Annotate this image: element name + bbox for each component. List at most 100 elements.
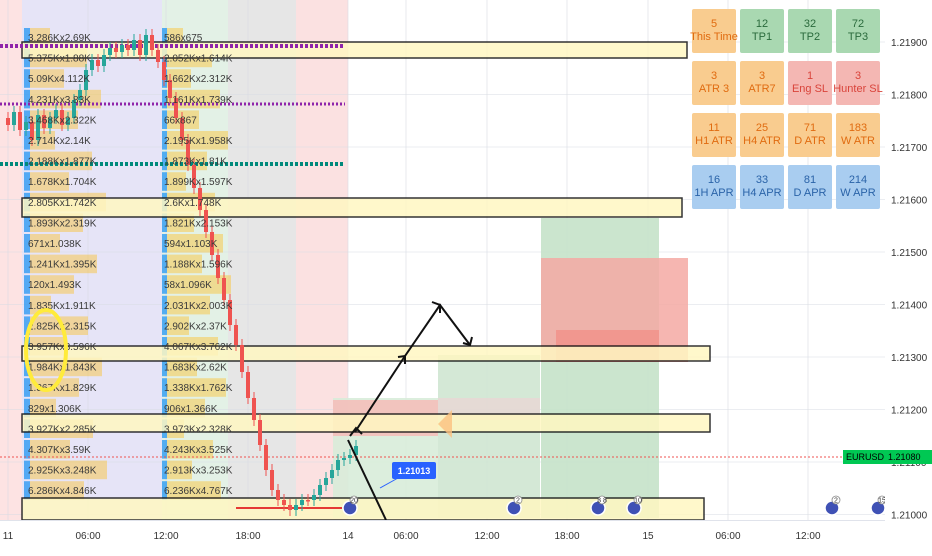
- volume-label-left: 6.286Kx4.846K: [28, 486, 97, 497]
- volume-bar-sell: [167, 295, 210, 315]
- candle: [174, 92, 178, 124]
- stats-cell-label: H4 APR: [742, 187, 782, 199]
- stats-cell: 214 W APR: [836, 165, 880, 209]
- volume-bar-buy: [24, 110, 30, 129]
- candle: [240, 339, 244, 378]
- candle: [342, 452, 346, 466]
- volume-label-mid: 906x1.366K: [164, 404, 218, 415]
- volume-label-left: 1.241Kx1.395K: [28, 260, 97, 271]
- volume-bar-sell: [30, 172, 69, 191]
- time-tick-label: 18:00: [554, 531, 579, 542]
- trade-boxes: [333, 218, 688, 518]
- candle: [180, 112, 184, 146]
- candle: [204, 204, 208, 238]
- volume-label-mid: 1.683Kx2.62K: [164, 363, 227, 374]
- price-marker[interactable]: 1.21013: [379, 462, 436, 489]
- volume-bar-buy: [24, 275, 30, 294]
- symbol-label: EURUSD: [846, 452, 885, 462]
- volume-bar-sell: [30, 275, 74, 294]
- stats-cell-label: ATR7: [748, 83, 776, 95]
- volume-label-mid: 2.6Kx1.748K: [164, 198, 222, 209]
- price-tick-label: 1.21400: [891, 301, 928, 312]
- volume-bar-sell: [167, 172, 186, 191]
- volume-bar-buy: [24, 151, 30, 171]
- volume-bar-buy: [24, 460, 30, 480]
- stats-cell: 72 TP3: [836, 9, 880, 53]
- volume-bar-buy: [162, 295, 167, 315]
- volume-bar-sell: [30, 89, 101, 109]
- volume-bar-buy: [162, 110, 167, 129]
- volume-label-mid: 586x675: [164, 33, 203, 44]
- stats-cell-value: 183: [848, 122, 868, 134]
- volume-bar-buy: [162, 131, 167, 150]
- stats-cell-label: D APR: [793, 187, 827, 199]
- stats-cell: 71 D ATR: [788, 113, 832, 157]
- last-price-label: 1.21080: [888, 452, 921, 462]
- volume-bar-sell: [30, 316, 88, 335]
- volume-label-mid: 1.662Kx2.312K: [164, 74, 233, 85]
- volume-bar-buy: [162, 213, 167, 232]
- volume-bar-buy: [24, 295, 30, 315]
- candle: [336, 454, 340, 476]
- stats-cell: 5 This Time: [690, 9, 738, 53]
- volume-bar-sell: [30, 440, 70, 459]
- event-badge-count: 3 8: [597, 498, 607, 505]
- volume-bar-buy: [162, 460, 167, 480]
- stats-cell-label: 1H APR: [694, 187, 734, 199]
- candle: [234, 319, 238, 351]
- volume-label-mid: 1.161Kx1.739K: [164, 95, 233, 106]
- volume-bar-buy: [162, 440, 167, 459]
- volume-label-left: 4.307Kx3.59K: [28, 445, 91, 456]
- event-badge: 20: [342, 495, 359, 516]
- volume-label-mid: 4.067Kx3.762K: [164, 342, 233, 353]
- candle: [192, 159, 196, 194]
- volume-bar-buy: [162, 316, 167, 335]
- entry-marker: [438, 410, 452, 438]
- stats-table: 5 This Time 12 TP1 32 TP2 72 TP3 3 ATR 3 3 ATR7 1 Eng…: [690, 9, 883, 213]
- volume-label-mid: 594x1.103K: [164, 239, 218, 250]
- last-price-tag: 1.21080: [885, 450, 932, 464]
- stats-cell: 25 H4 ATR: [740, 113, 784, 157]
- volume-bar-sell: [30, 460, 107, 480]
- volume-label-left: 829x1.306K: [28, 404, 82, 415]
- candle: [114, 42, 118, 58]
- stats-cell-label: TP3: [847, 31, 869, 43]
- time-tick-label: 15: [642, 531, 654, 542]
- candle: [300, 494, 304, 511]
- candle: [306, 494, 310, 506]
- candle: [36, 109, 40, 146]
- stats-cell-value: 3: [854, 70, 862, 82]
- volume-label-mid: 2.031Kx2.003K: [164, 301, 233, 312]
- stats-cell-label: D ATR: [794, 135, 826, 147]
- volume-label-mid: 2.052Kx1.614K: [164, 54, 233, 65]
- candle: [258, 414, 262, 451]
- stats-cell: 183 W ATR: [836, 113, 880, 157]
- stats-cell: 1 Eng SL: [788, 61, 832, 105]
- volume-bar-buy: [162, 481, 167, 500]
- candle: [216, 249, 220, 284]
- volume-label-left: 2.714Kx2.14K: [28, 136, 91, 147]
- stats-cell-value: 72: [851, 18, 865, 30]
- volume-bar-sell: [30, 254, 97, 274]
- stats-cell-value: 32: [803, 18, 817, 30]
- candle: [186, 134, 190, 171]
- time-tick-label: 06:00: [393, 531, 418, 542]
- volume-label-mid: 1.188Kx1.596K: [164, 260, 233, 271]
- volume-label-mid: 6.236Kx4.767K: [164, 486, 233, 497]
- candle: [144, 29, 148, 61]
- stats-cell-label: Eng SL: [791, 83, 829, 95]
- time-axis[interactable]: 11 06:00 12:00 18:00 14 06:00 12:00 18:00 15 06:0…: [0, 520, 885, 551]
- candlesticks: [6, 29, 358, 516]
- price-tick-label: 1.21300: [891, 353, 928, 364]
- event-badge: 3 8: [590, 495, 607, 516]
- candle: [90, 54, 94, 76]
- stats-cell-value: 11: [708, 122, 720, 134]
- price-axis[interactable]: 1.21900 1.21800 1.21700 1.21600 1.21500 1.214…: [885, 0, 932, 522]
- time-tick-label: 12:00: [153, 531, 178, 542]
- candle: [96, 54, 100, 72]
- candle: [162, 56, 166, 86]
- time-tick-label: 12:00: [474, 531, 499, 542]
- volume-bar-sell: [167, 254, 202, 274]
- price-tick-label: 1.21700: [891, 143, 928, 154]
